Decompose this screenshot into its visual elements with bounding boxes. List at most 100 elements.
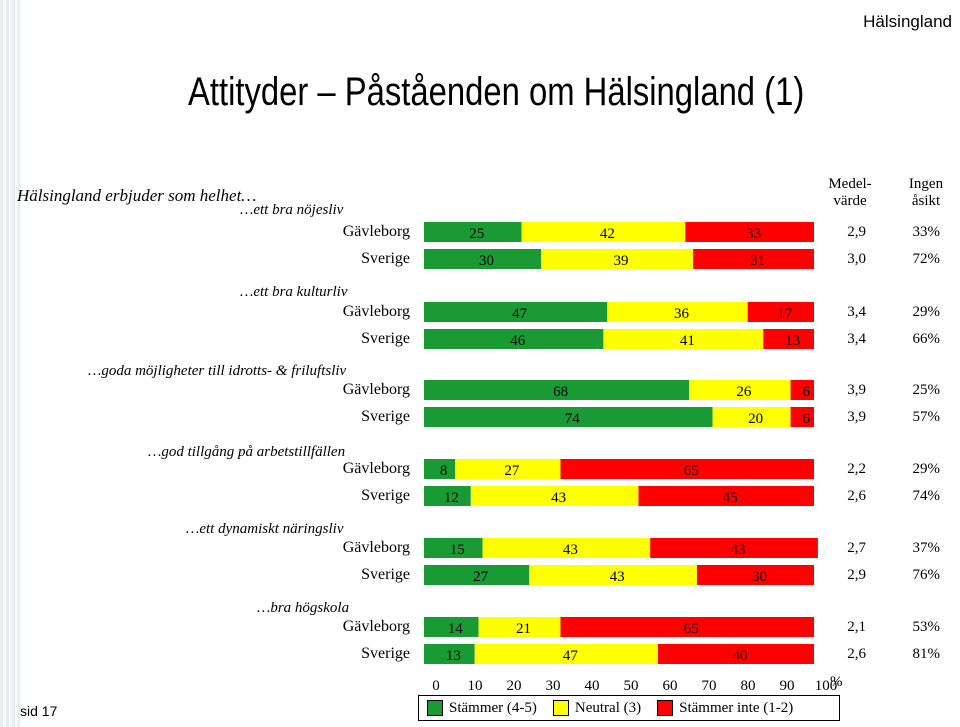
legend-label-disagree: Stämmer inte (1-2): [679, 699, 794, 716]
bar-segment: [455, 459, 561, 479]
bar-value-label: 41: [680, 333, 695, 349]
legend-item-agree: Stämmer (4-5): [427, 700, 537, 717]
bar-segment: [747, 302, 814, 322]
group-label: …ett bra nöjesliv: [240, 202, 344, 218]
no-opinion-value: 76%: [912, 567, 941, 583]
bar-segment: [638, 486, 814, 506]
bar-segment: [560, 459, 814, 479]
legend: Stämmer (4-5) Neutral (3) Stämmer inte (…: [418, 695, 840, 721]
bar-value-label: 43: [731, 542, 746, 558]
bar-value-label: 43: [563, 542, 578, 558]
bar-segment: [658, 644, 814, 664]
row-label: Gävleborg: [342, 618, 410, 635]
mean-value: 2,6: [847, 646, 866, 662]
bar-value-label: 30: [752, 569, 767, 585]
mean-value: 2,1: [847, 619, 866, 635]
group-label: …goda möjligheter till idrotts- & friluf…: [88, 363, 347, 379]
no-opinion-value: 25%: [912, 382, 941, 398]
bar-segment: [607, 302, 748, 322]
bar-value-label: 39: [614, 253, 629, 269]
legend-label-neutral: Neutral (3): [574, 699, 642, 716]
no-opinion-value: 53%: [912, 619, 941, 635]
group-label: …bra högskola: [257, 600, 350, 616]
bar-segment: [650, 538, 818, 558]
bar-segment: [424, 329, 604, 349]
row-label: Sverige: [361, 330, 410, 347]
bar-segment: [424, 459, 456, 479]
bar-value-label: 17: [777, 306, 793, 322]
bar-segment: [790, 380, 814, 400]
row-label: Sverige: [361, 566, 410, 583]
bar-value-label: 15: [450, 542, 465, 558]
no-opinion-value: 72%: [912, 251, 941, 267]
no-opinion-value: 74%: [912, 488, 941, 504]
mean-value: 3,4: [847, 304, 866, 320]
bar-value-label: 46: [510, 333, 526, 349]
no-opinion-value: 57%: [912, 409, 941, 425]
bar-value-label: 27: [504, 463, 520, 479]
row-label: Gävleborg: [342, 223, 410, 240]
chart-intro-label: Hälsingland erbjuder som helhet…: [17, 186, 257, 205]
x-axis-unit: %: [830, 674, 843, 690]
row-label: Sverige: [361, 645, 410, 662]
bar-value-label: 8: [440, 463, 448, 479]
bar-value-label: 43: [551, 490, 566, 506]
no-opinion-value: 37%: [912, 540, 941, 556]
bar-value-label: 33: [746, 226, 761, 242]
decorative-sidebar: [0, 0, 20, 727]
mean-value: 3,4: [847, 331, 866, 347]
bar-value-label: 45: [723, 490, 738, 506]
bar-segment: [478, 617, 561, 637]
x-tick-label: 20: [507, 678, 522, 694]
bar-segment: [424, 617, 479, 637]
bar-segment: [474, 644, 658, 664]
bar-segment: [521, 222, 686, 242]
bar-segment: [424, 407, 713, 427]
row-label: Sverige: [361, 408, 410, 425]
x-tick-label: 100: [815, 678, 838, 694]
bar-value-label: 36: [674, 306, 690, 322]
bar-segment: [685, 222, 814, 242]
bar-segment: [424, 486, 471, 506]
bar-value-label: 26: [736, 384, 752, 400]
bar-segment: [603, 329, 764, 349]
mean-header-line1: Medel-: [828, 176, 872, 192]
bar-segment: [424, 644, 475, 664]
row-label: Gävleborg: [342, 460, 410, 477]
bar-segment: [693, 249, 814, 269]
no-opinion-value: 66%: [912, 331, 941, 347]
bar-value-label: 42: [600, 226, 615, 242]
bar-value-label: 27: [473, 569, 489, 585]
no-opinion-column-header: Ingen åsikt: [898, 176, 954, 210]
legend-swatch-agree: [427, 700, 443, 716]
bar-segment: [424, 222, 522, 242]
legend-swatch-disagree: [657, 700, 674, 716]
group-label: …ett dynamiskt näringsliv: [186, 521, 344, 537]
bar-value-label: 43: [610, 569, 625, 585]
bar-value-label: 65: [684, 463, 699, 479]
legend-swatch-neutral: [552, 700, 569, 716]
bar-segment: [424, 380, 690, 400]
no-opinion-header-line1: Ingen: [908, 176, 944, 192]
bar-value-label: 40: [733, 648, 748, 664]
bar-value-label: 12: [444, 490, 459, 506]
bar-value-label: 14: [448, 621, 464, 637]
page-number: sid 17: [20, 703, 58, 719]
bar-value-label: 68: [553, 384, 568, 400]
mean-value: 2,6: [847, 488, 866, 504]
no-opinion-value: 33%: [912, 224, 941, 240]
row-label: Gävleborg: [342, 381, 410, 398]
group-label: …god tillgång på arbetstillfällen: [148, 444, 346, 460]
bar-segment: [697, 565, 814, 585]
x-tick-label: 80: [741, 678, 756, 694]
bar-value-label: 25: [469, 226, 484, 242]
mean-value: 2,2: [847, 461, 866, 477]
row-label: Sverige: [361, 487, 410, 504]
x-tick-label: 30: [546, 678, 561, 694]
bar-segment: [790, 407, 814, 427]
row-label: Gävleborg: [342, 303, 410, 320]
row-label: Gävleborg: [342, 539, 410, 556]
mean-value: 3,9: [847, 382, 866, 398]
no-opinion-header-line2: åsikt: [911, 193, 941, 209]
x-tick-label: 90: [780, 678, 795, 694]
